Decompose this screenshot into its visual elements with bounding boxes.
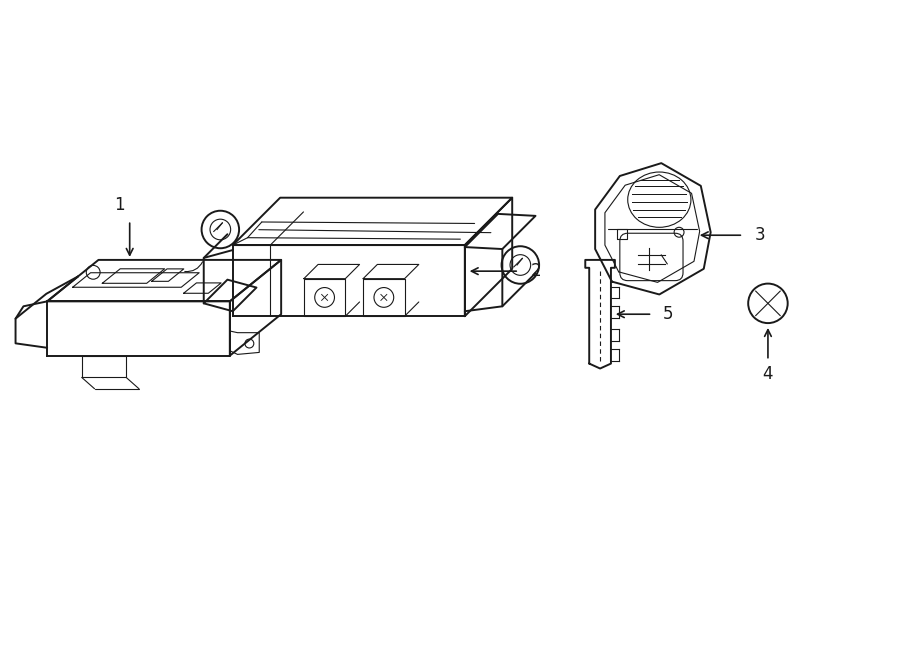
Text: 4: 4 — [762, 366, 773, 383]
Text: 1: 1 — [114, 196, 125, 214]
Text: 2: 2 — [531, 262, 541, 280]
Text: 3: 3 — [755, 226, 765, 244]
Text: 5: 5 — [663, 305, 673, 323]
